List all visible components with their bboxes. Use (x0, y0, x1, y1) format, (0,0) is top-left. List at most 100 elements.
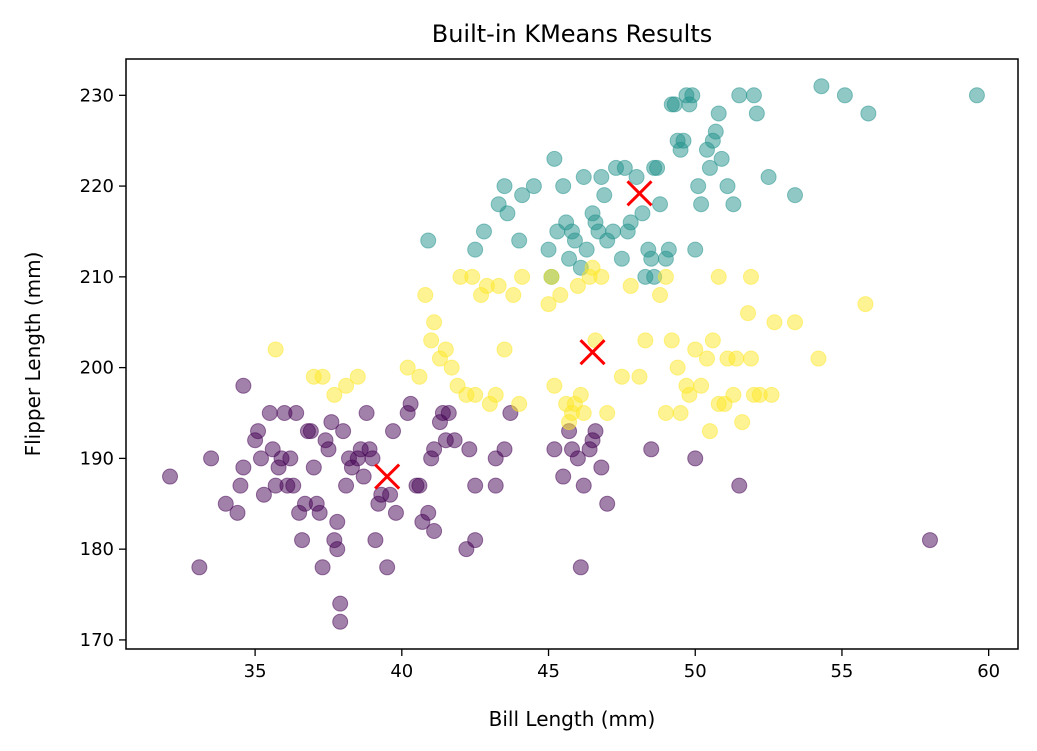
data-point (305, 459, 322, 476)
y-axis-label: Flipper Length (mm) (21, 252, 45, 457)
x-tick-label: 40 (390, 661, 413, 682)
data-point (766, 314, 783, 331)
data-point (326, 386, 343, 403)
data-point (921, 532, 938, 549)
data-point (596, 187, 613, 204)
data-point (294, 532, 311, 549)
data-point (499, 205, 516, 222)
x-tick-label: 50 (684, 661, 707, 682)
data-point (475, 223, 492, 240)
data-point (540, 241, 557, 258)
data-point (684, 87, 701, 104)
data-point (652, 196, 669, 213)
data-point (467, 241, 484, 258)
data-point (857, 296, 874, 313)
data-point (763, 386, 780, 403)
data-point (311, 504, 328, 521)
data-point (731, 87, 748, 104)
data-point (631, 368, 648, 385)
data-point (745, 87, 762, 104)
data-point (423, 332, 440, 349)
data-point (364, 450, 381, 467)
data-point (787, 314, 803, 331)
data-point (329, 541, 346, 558)
data-point (810, 350, 827, 367)
data-point (675, 132, 692, 149)
x-axis: 35 40 45 50 55 60 (244, 649, 1000, 682)
data-point (420, 232, 437, 249)
data-point (329, 513, 346, 530)
data-point (385, 423, 402, 440)
data-point (710, 268, 727, 285)
data-point (323, 414, 340, 431)
plot-frame (125, 58, 1019, 650)
data-point (660, 241, 677, 258)
data-point (411, 477, 428, 494)
data-point (335, 423, 352, 440)
data-point (693, 196, 710, 213)
data-point (690, 178, 707, 195)
data-point (698, 350, 715, 367)
points-layer (162, 78, 985, 630)
data-point (261, 405, 278, 421)
data-point (417, 287, 434, 303)
data-point (566, 232, 583, 249)
data-point (285, 477, 302, 494)
data-point (669, 359, 686, 376)
data-point (572, 386, 589, 403)
data-point (267, 341, 284, 358)
data-point (613, 368, 630, 385)
data-point (332, 613, 349, 630)
y-tick-label: 220 (80, 176, 114, 197)
data-point (701, 423, 718, 440)
data-point (555, 178, 572, 195)
data-point (426, 523, 443, 539)
data-point (719, 178, 736, 195)
data-point (707, 123, 724, 140)
data-point (701, 159, 718, 176)
data-point (525, 178, 542, 195)
x-tick-label: 35 (244, 661, 267, 682)
data-point (687, 241, 704, 258)
data-point (672, 405, 689, 421)
y-tick-label: 180 (80, 539, 114, 560)
data-point (637, 332, 654, 349)
data-point (232, 477, 249, 494)
data-point (628, 169, 645, 185)
data-point (836, 87, 853, 104)
data-point (338, 477, 355, 494)
data-point (663, 332, 680, 349)
data-point (229, 504, 246, 521)
data-point (622, 214, 639, 231)
data-point (543, 268, 560, 285)
data-point (652, 287, 669, 303)
data-point (643, 441, 660, 458)
data-point (616, 159, 633, 176)
data-point (487, 477, 504, 494)
data-point (613, 250, 630, 267)
x-tick-label: 45 (537, 661, 560, 682)
data-point (704, 332, 721, 349)
data-point (622, 277, 639, 294)
y-tick-label: 230 (80, 85, 114, 106)
data-point (572, 559, 589, 576)
data-point (255, 486, 272, 503)
data-point (496, 341, 513, 358)
centroid-marker (626, 180, 653, 207)
data-point (546, 150, 563, 167)
chart-title: Built-in KMeans Results (432, 20, 713, 48)
y-axis: 170 180 190 200 210 220 230 (80, 85, 126, 651)
data-point (367, 532, 384, 549)
data-point (710, 105, 727, 122)
data-point (467, 386, 484, 403)
data-point (713, 150, 730, 167)
data-point (382, 486, 399, 503)
data-point (191, 559, 208, 576)
data-point (338, 377, 355, 394)
data-point (748, 105, 765, 122)
data-point (461, 441, 478, 458)
data-point (860, 105, 877, 122)
data-point (387, 504, 404, 521)
data-point (314, 368, 331, 385)
x-tick-label: 60 (977, 661, 1000, 682)
